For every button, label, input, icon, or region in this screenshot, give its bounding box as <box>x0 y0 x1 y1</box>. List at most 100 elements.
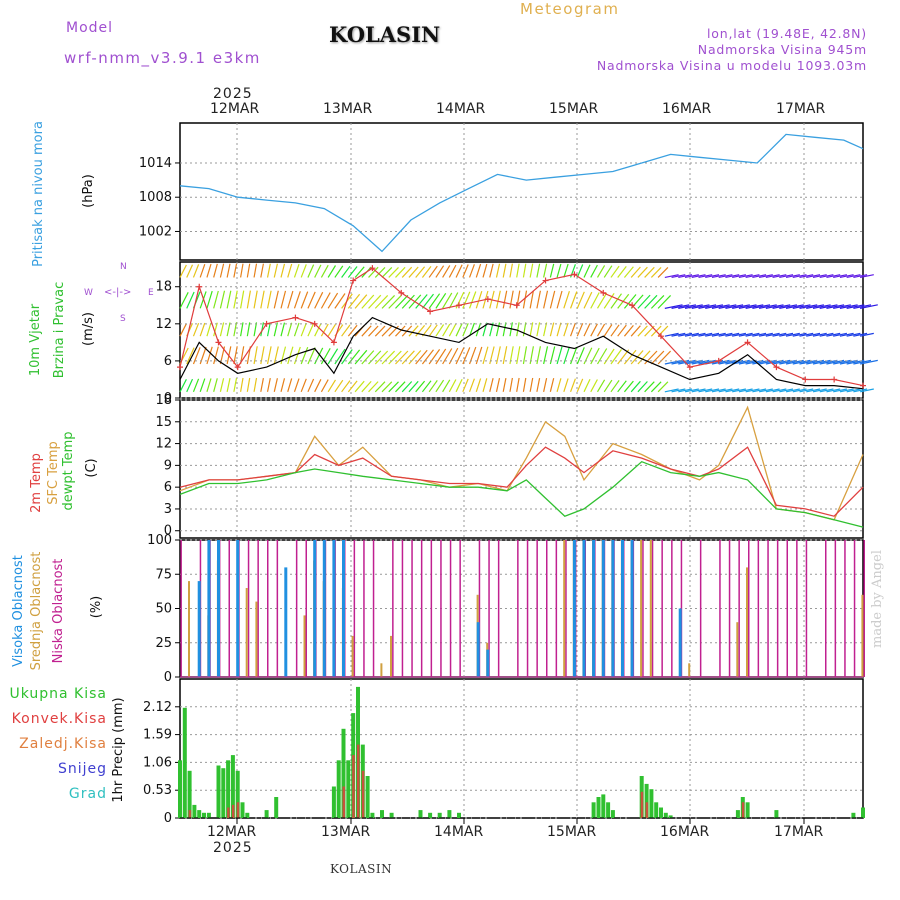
wind-arrow <box>610 380 620 393</box>
wind-arrow <box>475 263 482 278</box>
wind-arrow <box>199 322 206 337</box>
wind-arrow <box>853 359 872 365</box>
wind-arrow <box>664 304 683 309</box>
wind-arrow <box>650 294 665 309</box>
wind-arrow <box>388 294 402 309</box>
wind-arrow <box>246 322 251 337</box>
wind-arrow <box>833 332 848 337</box>
wind-arrow <box>307 323 315 337</box>
wind-arrow <box>671 274 686 279</box>
wind-arrow <box>502 290 508 309</box>
wind-arrow <box>752 304 771 309</box>
legend-graupel: Grad <box>68 786 107 802</box>
wind-arrow <box>442 379 451 393</box>
bottom-date-3: 14MAR <box>434 824 484 840</box>
wind-arrow <box>199 346 207 365</box>
wind-arrow <box>368 266 379 278</box>
wind-arrow <box>732 388 747 393</box>
wind-arrow <box>732 304 750 309</box>
wind-arrow <box>240 263 244 278</box>
precip-total-bar <box>346 760 351 818</box>
wind-arrow <box>260 290 265 309</box>
wind-arrow <box>644 381 655 393</box>
precip-total-bar <box>178 760 182 818</box>
wind-arrow <box>826 388 841 393</box>
wind-arrow <box>556 322 562 337</box>
cloud-tick-label: 75 <box>155 567 172 582</box>
wind-arrow <box>839 332 854 337</box>
cloud-low-bar <box>267 540 269 677</box>
wind-arrow <box>442 265 451 278</box>
panel-frame-3 <box>179 399 864 539</box>
precip-total-bar <box>380 810 384 818</box>
wind-arrow <box>502 377 507 392</box>
wind-tick-label: 6 <box>164 354 172 369</box>
wind-arrow <box>576 378 584 393</box>
wind-arrow <box>374 266 386 278</box>
wind-arrow <box>260 263 264 278</box>
wind-arrow <box>468 378 475 393</box>
precip-total-bar <box>202 812 206 818</box>
cloud-high-bar <box>476 622 480 677</box>
wind-arrow <box>596 379 606 393</box>
wind-arrow <box>287 378 293 392</box>
precip-conv-bar <box>227 807 230 818</box>
wind-arrow <box>226 290 232 309</box>
wind-arrow <box>853 388 868 393</box>
wind-arrow <box>495 263 501 278</box>
precip-total-bar <box>591 802 596 818</box>
wind-arrow <box>617 380 627 393</box>
wind-arrow <box>833 274 848 279</box>
wind-arrow <box>206 378 212 392</box>
wind-arrow <box>287 346 294 365</box>
cloud-high-bar <box>486 649 490 677</box>
wind-arrow <box>718 388 733 393</box>
wind-arrow <box>812 274 827 279</box>
wind-arrow <box>610 324 620 337</box>
wind-arrow <box>657 266 669 278</box>
wind-arrow <box>644 294 658 309</box>
gust-marker <box>292 314 299 321</box>
wind-arrow <box>206 346 213 365</box>
wind-arrow <box>826 332 841 337</box>
wind-arrow <box>563 322 569 337</box>
wind-arrow <box>368 325 379 337</box>
bottom-date-6: 17MAR <box>774 824 824 840</box>
cloud-mid-bar <box>188 581 190 677</box>
wind-arrow <box>415 380 426 393</box>
wind-arrow <box>846 332 861 337</box>
wind-arrow <box>758 359 777 365</box>
wind-arrow <box>475 346 483 365</box>
wind-arrow <box>374 350 389 365</box>
gust-marker <box>196 283 203 290</box>
wind-arrow <box>678 304 697 309</box>
cloud-low-bar <box>411 540 413 677</box>
wind-arrow <box>489 378 494 392</box>
wind-arrow <box>206 290 213 309</box>
wind-arrow <box>617 349 630 365</box>
wind-arrow <box>610 349 622 365</box>
wind-arrow <box>334 348 346 365</box>
cloud-low-bar <box>757 540 760 677</box>
wind-arrow <box>213 378 218 392</box>
cloud-mid-bar <box>649 540 652 677</box>
cloud-high-bar <box>322 540 326 677</box>
wind-arrow <box>563 263 569 278</box>
compass-w: W <box>84 288 93 298</box>
wind-arrow <box>745 304 764 309</box>
cloud-high-bar <box>611 540 615 677</box>
wind-arrow <box>630 380 641 393</box>
cloud-high-bar <box>313 540 317 677</box>
wind-arrow <box>468 346 477 365</box>
cloud-low-bar <box>671 540 673 677</box>
top-date-1: 12MAR <box>210 101 260 117</box>
gust-marker <box>773 364 780 371</box>
wind-arrow <box>705 274 720 279</box>
wind-arrow <box>179 292 189 309</box>
wind-arrow <box>266 377 271 392</box>
gust-marker <box>860 382 866 389</box>
wind-arrow <box>745 332 760 337</box>
wind-arrow <box>590 379 598 393</box>
wind-arrow <box>334 293 346 309</box>
wind-arrow <box>785 274 800 279</box>
